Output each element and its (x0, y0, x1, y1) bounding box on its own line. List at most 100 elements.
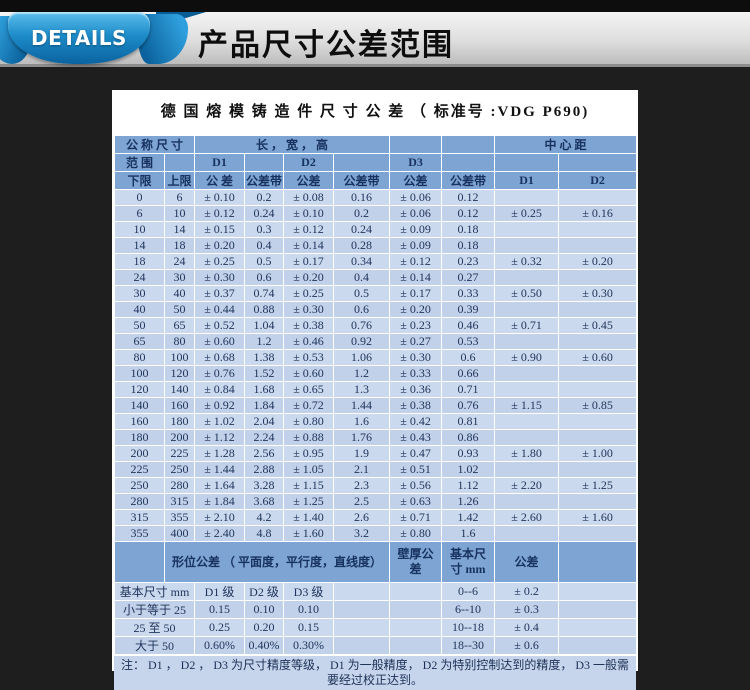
table-cell: 2.04 (244, 413, 285, 430)
table-cell: D2 级 (244, 582, 285, 601)
table-cell (494, 493, 560, 510)
table-cell: ± 0.50 (494, 285, 560, 302)
table-cell: 0 (114, 189, 165, 206)
table-cell: ± 0.38 (389, 397, 443, 414)
table-cell: 400 (163, 525, 196, 542)
table-cell: 1.44 (333, 397, 391, 414)
table-cell (494, 525, 560, 542)
table-cell: D1 级 (194, 582, 246, 601)
table-row: 24 30 ± 0.30 0.6 ± 0.20 0.4 ± 0.14 0.27 (114, 269, 638, 286)
table-cell: 50 (114, 317, 165, 334)
table-cell: 0.20 (244, 618, 285, 637)
table-cell: 0.18 (441, 221, 496, 238)
col-header-wall-thickness: 壁厚公差 (389, 541, 443, 583)
table-cell: 0.2 (244, 189, 285, 206)
table-cell: 0.34 (333, 253, 391, 270)
table-cell: ± 0.10 (194, 189, 246, 206)
table-cell: ± 0.14 (283, 237, 335, 254)
table-cell: 0.5 (333, 285, 391, 302)
table-cell: 3.28 (244, 477, 285, 494)
table-cell: 355 (114, 525, 165, 542)
table-cell: 1.2 (244, 333, 285, 350)
table-cell: 160 (114, 413, 165, 430)
table-cell: 0.23 (441, 253, 496, 270)
table-cell (333, 636, 391, 655)
table-cell: 1.06 (333, 349, 391, 366)
table-cell: ± 0.12 (389, 253, 443, 270)
table-cell: ± 0.33 (389, 365, 443, 382)
table-cell: ± 0.20 (194, 237, 246, 254)
table-cell: ± 1.15 (494, 397, 560, 414)
table-cell: ± 0.12 (194, 205, 246, 222)
table-cell (558, 493, 638, 510)
table-cell: 280 (163, 477, 196, 494)
table-cell: 0.18 (441, 237, 496, 254)
table-row: 200 225 ± 1.28 2.56 ± 0.95 1.9 ± 0.47 0.93 ± 1.8… (114, 445, 638, 462)
table-title: 德 国 熔 模 铸 造 件 尺 寸 公 差 （ 标准号 :VDG P690) (160, 104, 590, 120)
table-cell (558, 413, 638, 430)
table-cell: 0.74 (244, 285, 285, 302)
table-cell: ± 0.20 (558, 253, 638, 270)
table-cell: 1.76 (333, 429, 391, 446)
table-cell: 1.12 (441, 477, 496, 494)
table-cell: 1.52 (244, 365, 285, 382)
table-cell: 4.8 (244, 525, 285, 542)
table-cell (558, 333, 638, 350)
table-cell: 18 (114, 253, 165, 270)
table-cell (558, 429, 638, 446)
table-cell: 24 (163, 253, 196, 270)
table-cell: ± 0.52 (194, 317, 246, 334)
table-cell: 200 (114, 445, 165, 462)
table-row: 40 50 ± 0.44 0.88 ± 0.30 0.6 ± 0.20 0.39 (114, 301, 638, 318)
table-cell: 120 (163, 365, 196, 382)
col-header-band-d1: 公差带 (244, 171, 285, 190)
table-cell (558, 365, 638, 382)
table-cell: 1.02 (441, 461, 496, 478)
table-cell: ± 0.25 (194, 253, 246, 270)
col-header-upper-limit: 上限 (163, 171, 196, 190)
table-cell: 10 (114, 221, 165, 238)
table-cell: 10--18 (441, 618, 496, 637)
table-cell: 30 (114, 285, 165, 302)
header-row-groups: 公 称 尺 寸 长 ， 宽 ， 高 中 心 距 (113, 135, 638, 154)
table-cell: 基本尺寸 mm (113, 582, 196, 601)
table-row: 10 14 ± 0.15 0.3 ± 0.12 0.24 ± 0.09 0.18 (114, 221, 638, 238)
table-cell (494, 221, 560, 238)
table-cell: 0.81 (441, 413, 496, 430)
table-cell: 大于 50 (113, 636, 196, 655)
table-cell: ± 1.25 (283, 493, 335, 510)
table-cell: ± 0.65 (283, 381, 335, 398)
col-header-tolerance-d1: 公 差 (194, 171, 246, 190)
table-cell: ± 0.53 (283, 349, 335, 366)
table-cell: 14 (114, 237, 165, 254)
table-cell: 2.1 (333, 461, 391, 478)
table-cell: ± 0.25 (494, 205, 560, 222)
table-cell: 0.27 (441, 269, 496, 286)
table-cell: 100 (114, 365, 165, 382)
col-header-d3: D3 (389, 153, 443, 172)
details-ribbon: DETAILS (0, 4, 215, 70)
table-cell: ± 0.6 (494, 636, 560, 655)
table-cell: 1.2 (333, 365, 391, 382)
table-cell: ± 0.17 (283, 253, 335, 270)
col-header-empty (494, 153, 560, 172)
table-cell: 小于等于 25 (113, 600, 196, 619)
table-cell: ± 0.25 (283, 285, 335, 302)
table-cell: 1.6 (441, 525, 496, 542)
footnote: 注： D1 ， D2 ， D3 为尺寸精度等级， D1 为一般精度， D2 为特… (114, 655, 636, 690)
form-tolerance-rows: 基本尺寸 mm D1 级 D2 级 D3 级 0--6 ± 0.2 小于等于 25 0.15 0… (113, 582, 638, 655)
table-cell (558, 301, 638, 318)
table-cell (333, 600, 391, 619)
col-header-cd-d1: D1 (494, 171, 560, 190)
table-cell: 30 (163, 269, 196, 286)
table-cell (494, 269, 560, 286)
top-dark-strip (0, 0, 750, 12)
table-cell: ± 0.44 (194, 301, 246, 318)
table-cell (558, 189, 638, 206)
table-cell: ± 0.80 (283, 413, 335, 430)
table-cell: 14 (163, 221, 196, 238)
table-cell: ± 1.25 (558, 477, 638, 494)
col-header-empty (163, 153, 196, 172)
col-header-tolerance-d3: 公差 (389, 171, 443, 190)
table-cell: ± 0.09 (389, 221, 443, 238)
